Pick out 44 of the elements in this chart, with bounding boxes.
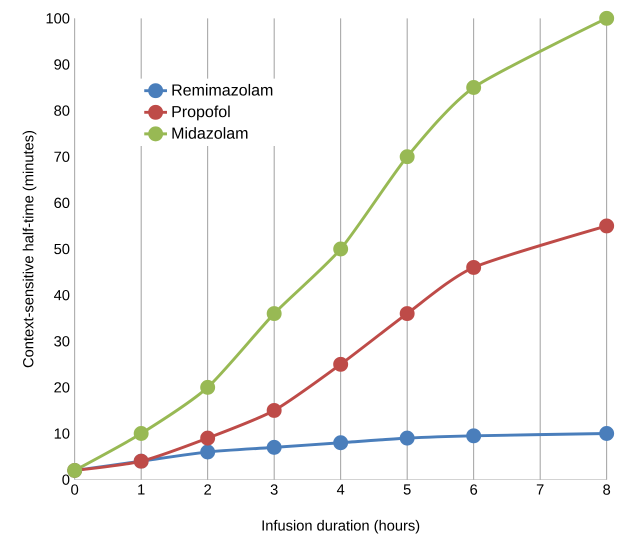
- y-tick-label: 100: [46, 13, 70, 24]
- point: [266, 306, 282, 322]
- point: [400, 149, 415, 164]
- y-tick-label: 60: [54, 198, 70, 208]
- point: [599, 10, 614, 26]
- point: [333, 242, 348, 256]
- y-tick-label: 30: [54, 336, 70, 346]
- point: [266, 402, 282, 418]
- point: [333, 356, 348, 372]
- x-tick-label: 3: [270, 484, 278, 495]
- point: [333, 435, 348, 450]
- y-tick-label: 40: [54, 290, 70, 300]
- x-tick-label: 7: [536, 484, 544, 494]
- x-tick-label: 2: [204, 484, 212, 495]
- point: [134, 426, 149, 441]
- point: [599, 218, 614, 234]
- x-tick-label: 6: [470, 484, 478, 495]
- point: [400, 306, 415, 322]
- y-tick-label: 80: [54, 105, 70, 116]
- point: [200, 380, 216, 395]
- x-tick-label: 8: [603, 484, 610, 495]
- y-tick-label: 50: [54, 244, 70, 254]
- y-tick-label: 0: [62, 474, 70, 485]
- y-tick-label: 90: [54, 59, 70, 70]
- legend-label: Remimazolam: [172, 84, 272, 96]
- legend-label: Midazolam: [172, 127, 248, 139]
- point: [266, 440, 282, 455]
- x-tick-label: 5: [404, 484, 411, 495]
- y-tick-label: 20: [54, 382, 70, 393]
- y-tick-label: 10: [54, 428, 70, 439]
- point: [466, 80, 482, 95]
- point: [466, 260, 482, 275]
- x-axis-title: Infusion duration (hours): [262, 520, 420, 534]
- x-tick-label: 0: [71, 484, 78, 495]
- y-tick-label: 70: [54, 152, 70, 162]
- x-tick-label: 4: [336, 484, 344, 494]
- point: [599, 426, 614, 441]
- point: [200, 430, 216, 446]
- legend-label: Propofol: [172, 106, 230, 120]
- point: [200, 444, 216, 460]
- y-axis-title: Context-sensitive half-time (minutes): [22, 130, 36, 368]
- x-tick-label: 1: [138, 484, 145, 494]
- point: [400, 430, 415, 446]
- point: [466, 428, 482, 444]
